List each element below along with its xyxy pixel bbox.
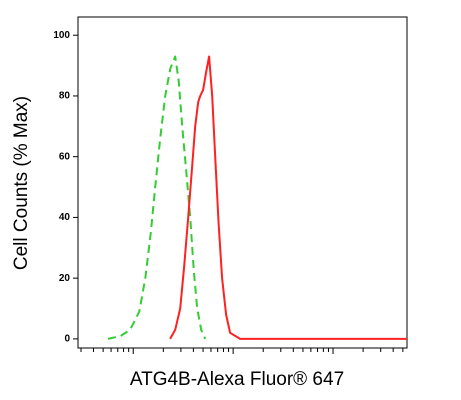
y-axis-label: Cell Counts (% Max)	[11, 96, 32, 270]
x-axis-label: ATG4B-Alexa Fluor® 647	[130, 369, 344, 390]
y-tick-label: 20	[59, 273, 71, 284]
y-tick-label: 100	[53, 30, 70, 41]
histogram-line	[169, 55, 407, 340]
histogram-line	[107, 55, 207, 340]
y-tick-label: 80	[59, 91, 71, 102]
plot-frame	[77, 16, 408, 349]
y-tick-label: 40	[59, 212, 71, 223]
y-tick-label: 60	[59, 151, 71, 162]
y-tick-label: 0	[64, 334, 70, 345]
